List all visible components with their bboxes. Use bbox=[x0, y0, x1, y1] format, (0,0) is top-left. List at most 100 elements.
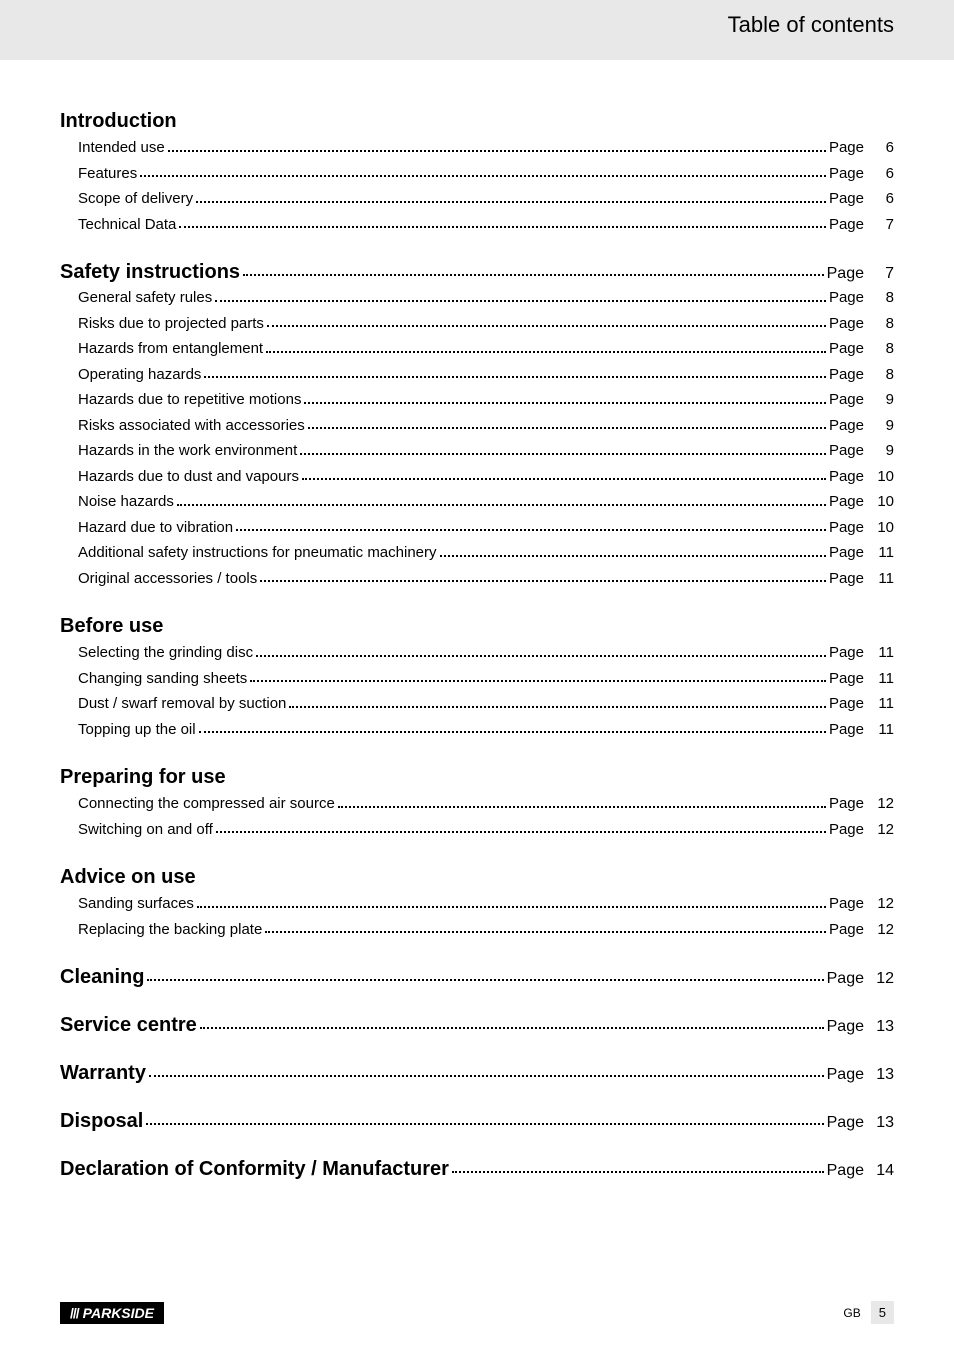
toc-entry-label: Scope of delivery bbox=[60, 188, 193, 211]
page-word: Page bbox=[829, 466, 864, 489]
section-gap bbox=[60, 844, 894, 866]
section-heading: Safety instructions bbox=[60, 261, 240, 284]
page-number: 6 bbox=[870, 188, 894, 211]
toc-heading-line: CleaningPage12 bbox=[60, 966, 894, 989]
page-number: 12 bbox=[870, 793, 894, 816]
leader-dots bbox=[308, 427, 826, 429]
page-word: Page bbox=[829, 919, 864, 942]
page-word: Page bbox=[829, 668, 864, 691]
toc-entry: Noise hazardsPage10 bbox=[60, 491, 894, 514]
page-word: Page bbox=[827, 1162, 864, 1180]
page-word: Page bbox=[829, 893, 864, 916]
page-word: Page bbox=[829, 819, 864, 842]
toc-entry-label: Original accessories / tools bbox=[60, 568, 257, 591]
page-word: Page bbox=[827, 970, 864, 988]
section-heading: Declaration of Conformity / Manufacturer bbox=[60, 1158, 449, 1181]
toc-entry-label: Switching on and off bbox=[60, 819, 213, 842]
page-word: Page bbox=[829, 364, 864, 387]
toc-entry: Hazards from entanglementPage8 bbox=[60, 338, 894, 361]
leader-dots bbox=[200, 1027, 824, 1029]
leader-dots bbox=[147, 979, 823, 981]
toc-entry: Switching on and offPage12 bbox=[60, 819, 894, 842]
page-word: Page bbox=[829, 188, 864, 211]
leader-dots bbox=[177, 504, 826, 506]
toc-entry: Additional safety instructions for pneum… bbox=[60, 542, 894, 565]
section-gap bbox=[60, 744, 894, 766]
page-number: 11 bbox=[870, 568, 894, 591]
leader-dots bbox=[236, 529, 826, 531]
page-word: Page bbox=[829, 415, 864, 438]
header-bar: Table of contents bbox=[0, 0, 954, 60]
leader-dots bbox=[146, 1123, 823, 1125]
page-number: 6 bbox=[870, 137, 894, 160]
leader-dots bbox=[265, 931, 826, 933]
toc-entry: Technical DataPage7 bbox=[60, 214, 894, 237]
toc-entry: Risks associated with accessoriesPage9 bbox=[60, 415, 894, 438]
toc-entry: Topping up the oilPage11 bbox=[60, 719, 894, 742]
footer-page-number: 5 bbox=[871, 1301, 894, 1324]
toc-entry: Hazard due to vibrationPage10 bbox=[60, 517, 894, 540]
toc-entry: Intended usePage6 bbox=[60, 137, 894, 160]
leader-dots bbox=[300, 453, 826, 455]
section-heading: Before use bbox=[60, 615, 894, 638]
toc-entry-label: Selecting the grinding disc bbox=[60, 642, 253, 665]
toc-entry: Operating hazardsPage8 bbox=[60, 364, 894, 387]
leader-dots bbox=[250, 680, 826, 682]
leader-dots bbox=[204, 376, 826, 378]
toc-heading-line: DisposalPage13 bbox=[60, 1110, 894, 1133]
toc-entry: Scope of delivery Page 6 bbox=[60, 188, 894, 211]
toc-entry: Hazards due to dust and vapoursPage10 bbox=[60, 466, 894, 489]
page-number: 13 bbox=[870, 1066, 894, 1084]
leader-dots bbox=[199, 731, 826, 733]
toc-entry: Hazards in the work environment Page 9 bbox=[60, 440, 894, 463]
leader-dots bbox=[196, 201, 826, 203]
leader-dots bbox=[168, 150, 826, 152]
section-gap bbox=[60, 1136, 894, 1158]
toc-entry: Replacing the backing platePage12 bbox=[60, 919, 894, 942]
toc-entry-label: General safety rules bbox=[60, 287, 212, 310]
toc-entry-label: Hazard due to vibration bbox=[60, 517, 233, 540]
page-word: Page bbox=[829, 389, 864, 412]
section-gap bbox=[60, 1040, 894, 1062]
page-number: 10 bbox=[870, 491, 894, 514]
page-word: Page bbox=[829, 642, 864, 665]
leader-dots bbox=[260, 580, 826, 582]
page-word: Page bbox=[829, 163, 864, 186]
page-word: Page bbox=[829, 137, 864, 160]
toc-entry: Dust / swarf removal by suctionPage11 bbox=[60, 693, 894, 716]
section-heading: Cleaning bbox=[60, 966, 144, 989]
toc-entry-label: Connecting the compressed air source bbox=[60, 793, 335, 816]
page-number: 7 bbox=[870, 214, 894, 237]
logo-bars-icon: /// bbox=[70, 1305, 79, 1321]
toc-entry: FeaturesPage6 bbox=[60, 163, 894, 186]
leader-dots bbox=[140, 175, 826, 177]
header-title: Table of contents bbox=[728, 12, 894, 38]
page-number: 14 bbox=[870, 1162, 894, 1180]
page-number: 12 bbox=[870, 893, 894, 916]
toc-entry-label: Replacing the backing plate bbox=[60, 919, 262, 942]
page-word: Page bbox=[827, 1066, 864, 1084]
page-number: 13 bbox=[870, 1018, 894, 1036]
leader-dots bbox=[289, 706, 826, 708]
page-word: Page bbox=[829, 287, 864, 310]
page-number: 13 bbox=[870, 1114, 894, 1132]
section-gap bbox=[60, 239, 894, 261]
page-word: Page bbox=[829, 440, 864, 463]
toc-heading-line: Service centrePage13 bbox=[60, 1014, 894, 1037]
toc-entry-label: Hazards due to dust and vapours bbox=[60, 466, 299, 489]
page-number: 11 bbox=[870, 693, 894, 716]
page-number: 9 bbox=[870, 440, 894, 463]
page-word: Page bbox=[829, 568, 864, 591]
logo-text: PARKSIDE bbox=[83, 1305, 154, 1321]
toc-entry-label: Features bbox=[60, 163, 137, 186]
page-number: 7 bbox=[870, 265, 894, 283]
toc-entry-label: Hazards due to repetitive motions bbox=[60, 389, 301, 412]
toc-entry: Selecting the grinding discPage11 bbox=[60, 642, 894, 665]
page-number: 8 bbox=[870, 313, 894, 336]
toc-entry-label: Hazards in the work environment bbox=[60, 440, 297, 463]
leader-dots bbox=[338, 806, 826, 808]
page-word: Page bbox=[829, 719, 864, 742]
page-number: 9 bbox=[870, 415, 894, 438]
page-word: Page bbox=[827, 1018, 864, 1036]
page-word: Page bbox=[829, 313, 864, 336]
